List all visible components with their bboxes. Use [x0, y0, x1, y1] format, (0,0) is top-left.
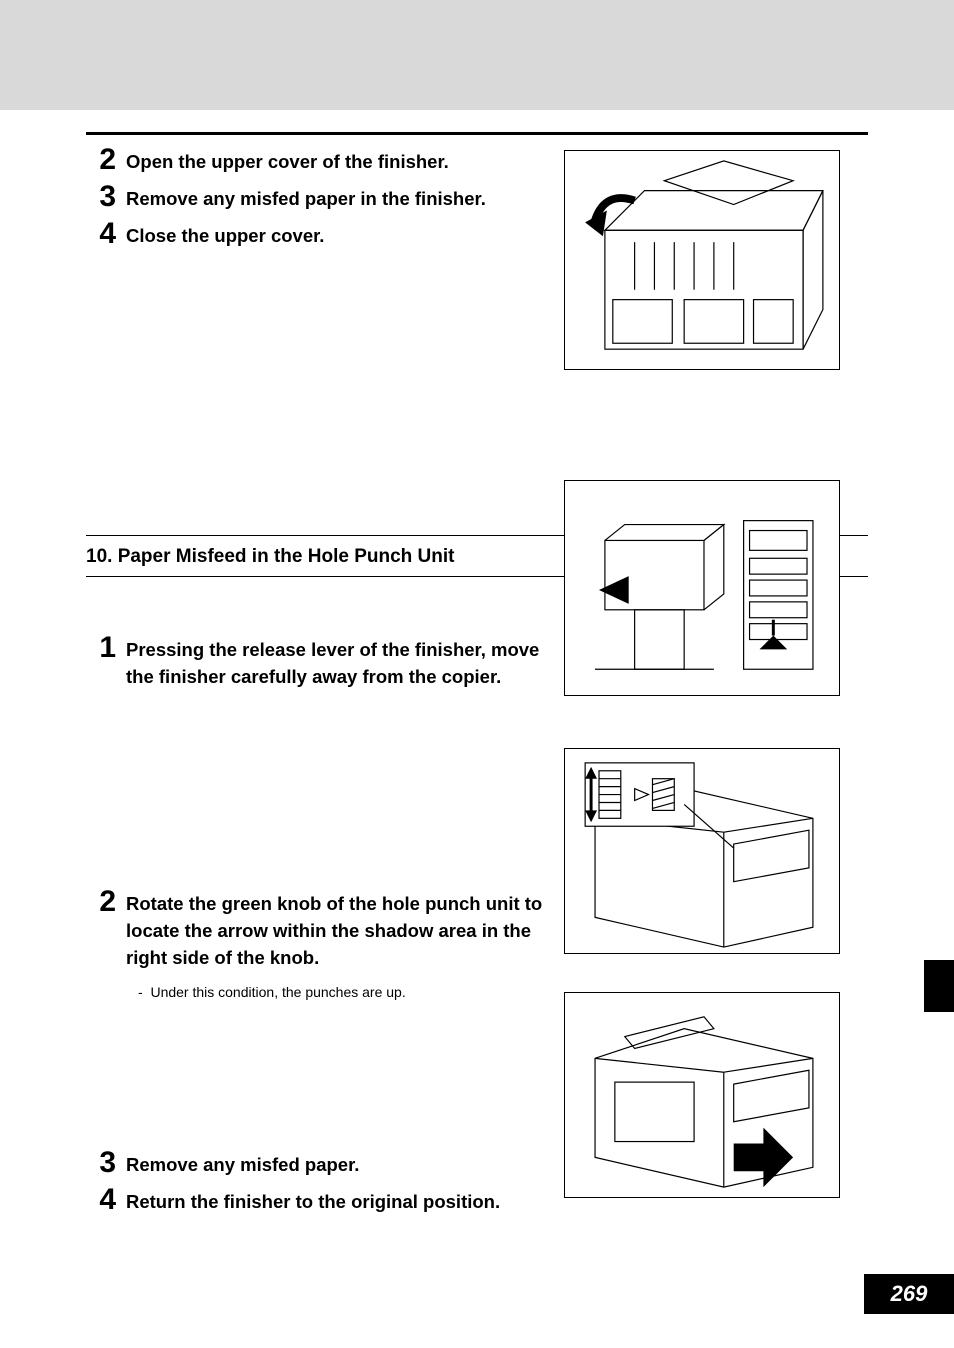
step-subtext: - Under this condition, the punches are …: [138, 982, 556, 1002]
illustration-finisher-upper-cover: [564, 150, 840, 370]
top-rule: [86, 132, 868, 135]
illustration-return-finisher: [564, 992, 840, 1198]
step-number: 1: [86, 633, 126, 663]
step-number: 4: [86, 1185, 126, 1215]
side-tab: [924, 960, 954, 1012]
step-number: 4: [86, 219, 126, 249]
sub-text: Under this condition, the punches are up…: [150, 984, 405, 1000]
page-number-text: 269: [891, 1281, 928, 1307]
step-number: 3: [86, 1148, 126, 1178]
step-text: Rotate the green knob of the hole punch …: [126, 887, 556, 1002]
manual-page: 2 Open the upper cover of the finisher. …: [0, 0, 954, 1348]
illustration-release-finisher: [564, 480, 840, 696]
bullet-dash: -: [138, 984, 143, 1000]
header-band: [0, 0, 954, 110]
step-number: 2: [86, 145, 126, 175]
step-number: 3: [86, 182, 126, 212]
step-text: Return the finisher to the original posi…: [126, 1185, 556, 1216]
step-text: Remove any misfed paper.: [126, 1148, 556, 1179]
step-text: Open the upper cover of the finisher.: [126, 145, 556, 176]
step-text: Pressing the release lever of the finish…: [126, 633, 556, 691]
step-text-main: Rotate the green knob of the hole punch …: [126, 893, 542, 968]
page-number: 269: [864, 1274, 954, 1314]
illustration-hole-punch-knob: [564, 748, 840, 954]
step-text: Remove any misfed paper in the finisher.: [126, 182, 556, 213]
step-number: 2: [86, 887, 126, 917]
step-text: Close the upper cover.: [126, 219, 556, 250]
